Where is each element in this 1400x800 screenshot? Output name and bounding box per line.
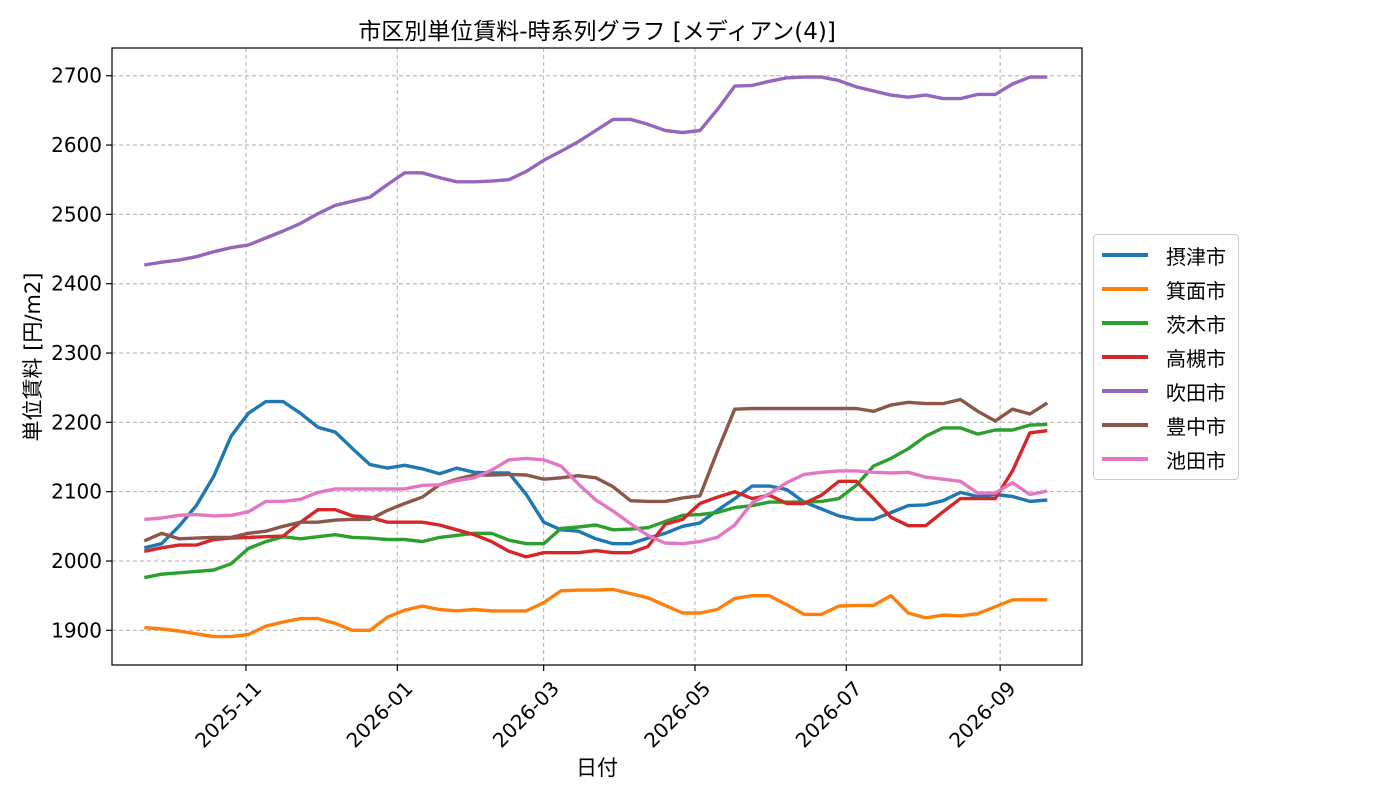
- y-tick-label: 2700: [51, 64, 102, 88]
- y-tick-label: 2500: [51, 202, 102, 226]
- y-axis-label: 単位賃料 [円/m2]: [21, 272, 45, 442]
- y-tick-label: 2200: [51, 410, 102, 434]
- x-tick-label: 2025-11: [190, 676, 266, 752]
- legend-swatch: [1102, 253, 1148, 257]
- series-line-5: [143, 397, 1049, 543]
- x-tick-label: 2026-01: [342, 676, 418, 752]
- legend-label: 茨木市: [1166, 312, 1226, 337]
- series-line-3: [143, 429, 1048, 559]
- y-tick-label: 2000: [51, 549, 102, 573]
- y-tick-label: 2100: [51, 480, 102, 504]
- y-tick-label: 2300: [51, 341, 102, 365]
- x-tick-label: 2026-05: [639, 676, 715, 752]
- legend-item: 吹田市: [1094, 374, 1238, 408]
- grid-layer: [112, 48, 1082, 665]
- x-axis-label: 日付: [576, 756, 618, 780]
- chart-title: 市区別単位賃料-時系列グラフ [メディアン(4)]: [358, 19, 836, 45]
- legend-swatch: [1102, 321, 1148, 325]
- legend-label: 高槻市: [1166, 346, 1226, 371]
- plot-frame: [111, 47, 1083, 666]
- legend-item: 高槻市: [1094, 340, 1238, 374]
- legend-item: 箕面市: [1094, 272, 1238, 306]
- series-line-0: [143, 399, 1048, 550]
- y-tick-label: 2400: [51, 272, 102, 296]
- x-tick-label: 2026-09: [944, 676, 1020, 752]
- y-tick-label: 2600: [51, 133, 102, 157]
- legend-label: 豊中市: [1166, 414, 1226, 439]
- legend-label: 吹田市: [1166, 380, 1226, 405]
- legend-swatch: [1102, 355, 1148, 359]
- x-ticks: 2025-11 2026-01 2026-03 2026-05 2026-07 2026-…: [190, 665, 1020, 752]
- legend-label: 箕面市: [1166, 278, 1226, 303]
- series-line-2: [143, 422, 1048, 580]
- series-layer: [143, 75, 1049, 639]
- legend-label: 池田市: [1166, 448, 1226, 473]
- series-line-6: [144, 456, 1048, 546]
- legend-swatch: [1102, 389, 1148, 393]
- x-tick-label: 2026-07: [791, 676, 867, 752]
- legend-swatch: [1102, 423, 1148, 427]
- legend-swatch: [1102, 457, 1148, 461]
- y-ticks: 1900 2000 2100 2200 2300 2400 2500 2600 2700: [51, 64, 112, 642]
- legend-label: 摂津市: [1166, 244, 1226, 269]
- legend-swatch: [1102, 287, 1148, 291]
- legend-item: 茨木市: [1094, 306, 1238, 340]
- series-line-1: [144, 587, 1048, 639]
- series-line-4: [144, 75, 1048, 267]
- legend-item: 豊中市: [1094, 408, 1238, 442]
- legend-item: 池田市: [1094, 442, 1238, 476]
- y-tick-label: 1900: [51, 618, 102, 642]
- x-tick-label: 2026-03: [488, 676, 564, 752]
- legend-item: 摂津市: [1094, 238, 1238, 272]
- legend: 摂津市箕面市茨木市高槻市吹田市豊中市池田市: [1093, 234, 1239, 480]
